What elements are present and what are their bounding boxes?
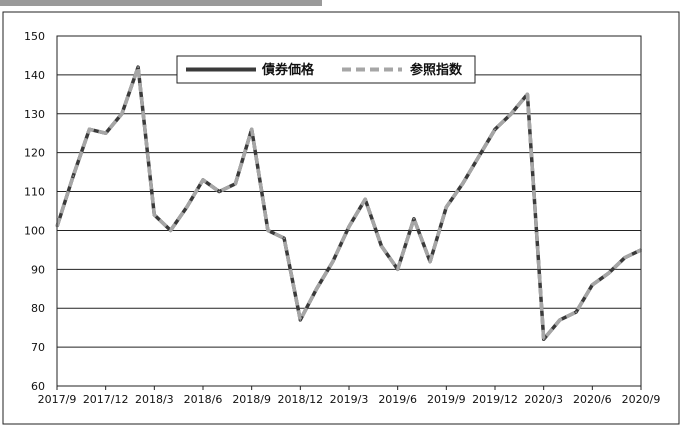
data-point [218,190,221,193]
x-tick-label: 2020/9 [622,393,661,406]
y-tick-label: 70 [31,341,45,354]
data-point [267,229,269,232]
outer-frame [2,11,680,425]
x-tick-label: 2020/3 [524,393,563,406]
legend-label-reference: 参照指数 [410,62,463,78]
data-point [575,311,577,313]
data-point [364,198,367,201]
series-line-0 [55,65,642,342]
header-tab [0,0,322,6]
series-lines [55,65,642,342]
data-point [559,319,561,321]
data-point [185,206,188,208]
data-point [413,217,415,220]
data-point [72,175,75,177]
x-tick-label: 2019/9 [427,393,466,406]
data-point [607,272,610,275]
y-tick-label: 60 [31,380,45,393]
data-point [153,214,156,216]
y-tick-label: 90 [31,263,45,276]
gridlines [57,35,641,387]
data-point [315,287,318,290]
data-point [331,260,334,263]
data-point [137,66,139,68]
x-tick-label: 2017/9 [38,393,77,406]
data-point [510,112,513,115]
data-point [477,155,480,158]
data-point [348,225,350,228]
y-tick-label: 110 [24,186,45,199]
y-tick-label: 140 [24,69,45,82]
data-point [461,182,464,185]
y-tick-label: 120 [24,147,45,160]
data-point [396,268,399,271]
data-point [88,128,91,131]
data-point [104,132,107,135]
y-axis-ticks: 60 70 80 90 100 110 120 130 140 150 [24,30,45,393]
legend-label-bond: 債券価格 [261,62,315,78]
legend: 債券価格 参照指数 [176,55,476,84]
x-tick-label: 2018/9 [232,393,271,406]
x-axis-ticks: 2017/9 2017/12 2018/3 2018/6 2018/9 2018/12 20… [38,386,661,406]
data-point [429,260,431,263]
y-tick-label: 130 [24,108,45,121]
data-point [283,237,285,240]
data-point [169,229,172,232]
data-point [250,128,253,131]
data-point [380,245,383,247]
x-tick-label: 2017/12 [83,393,129,406]
data-point [591,284,594,286]
data-point [202,179,204,181]
x-tick-label: 2019/12 [472,393,518,406]
data-point [299,319,302,321]
data-point [494,128,496,131]
x-tick-label: 2018/6 [184,393,223,406]
x-tick-label: 2018/12 [277,393,323,406]
y-tick-label: 150 [24,30,45,43]
data-point [445,206,448,208]
x-tick-label: 2020/6 [573,393,612,406]
x-tick-label: 2019/3 [330,393,369,406]
data-point [542,338,545,341]
data-point [623,256,626,259]
series-line-1 [55,65,642,342]
data-point [121,112,123,115]
x-tick-label: 2018/3 [135,393,174,406]
x-tick-label: 2019/6 [378,393,417,406]
data-point [526,93,529,96]
y-tick-label: 100 [24,224,45,237]
plot-border [56,35,642,387]
data-point [234,182,237,185]
y-tick-label: 80 [31,302,45,315]
